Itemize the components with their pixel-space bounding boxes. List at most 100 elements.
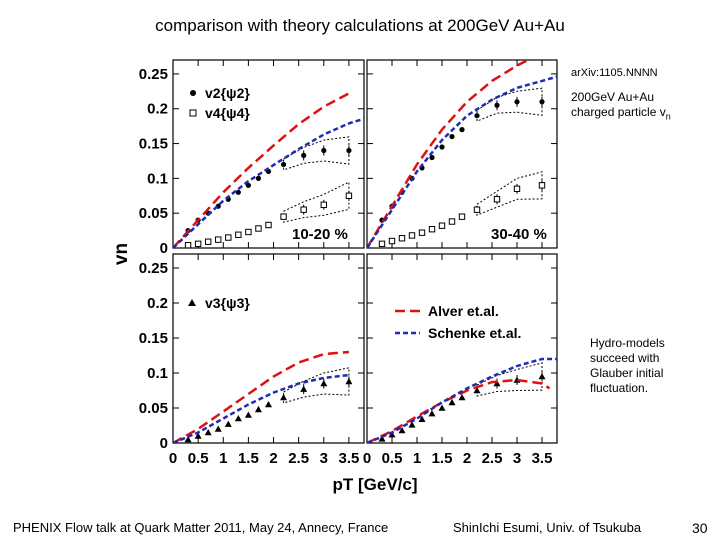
y-tick-label: 0.2	[147, 101, 168, 118]
slide-title: comparison with theory calculations at 2…	[155, 16, 565, 35]
legend-v4-marker	[189, 109, 197, 117]
data-point-v4	[225, 234, 232, 241]
x-tick-label: 3.5	[338, 450, 359, 467]
hydro-note: Hydro-models succeed with Glauber initia…	[590, 336, 665, 396]
data-point-v3	[438, 404, 446, 411]
x-tick-label: 0	[363, 450, 371, 467]
data-point-v2	[514, 99, 520, 105]
data-point-v4	[265, 221, 272, 229]
x-tick-label: 1	[413, 450, 421, 467]
legend-v2-marker	[190, 90, 196, 96]
legend-v2-v4: v2{ψ2} v4{ψ4}	[189, 85, 250, 121]
data-point-v2	[474, 113, 480, 119]
data-point-v2	[280, 161, 287, 168]
data-point-v3	[493, 380, 501, 387]
particle-label-text: charged particle v	[571, 105, 666, 119]
data-point-v4	[255, 225, 262, 232]
data-point-v4	[418, 229, 426, 236]
x-tick-label: 2.5	[482, 450, 503, 467]
data-point-v4	[473, 206, 481, 213]
y-tick-label: 0.2	[147, 295, 168, 312]
data-point-v2	[245, 182, 251, 188]
data-point-v3	[408, 421, 416, 428]
data-point-v3	[473, 387, 481, 394]
x-tick-label: 3.5	[532, 450, 553, 467]
data-point-v3	[345, 377, 353, 385]
data-point-v4	[300, 206, 307, 213]
arxiv-reference: arXiv:1105.NNNN	[571, 67, 658, 79]
data-point-v3	[280, 394, 288, 401]
y-axis-title: vn	[111, 243, 132, 265]
data-point-v3	[448, 398, 456, 406]
data-point-v2	[346, 147, 352, 154]
x-tick-label: 1	[219, 450, 227, 467]
panel-v2_v4_30_40	[366, 59, 558, 249]
y-tick-label: 0.25	[139, 66, 168, 83]
data-point-v4	[320, 201, 327, 209]
data-point-v4	[345, 192, 353, 199]
systematic-band	[476, 87, 543, 122]
data-point-v4	[408, 232, 416, 239]
data-point-v3	[398, 426, 406, 434]
data-point-v3	[234, 415, 242, 422]
legend-alver-label: Alver et.al.	[428, 303, 499, 319]
hydro-note-line: fluctuation.	[590, 381, 649, 395]
data-point-v4	[438, 222, 446, 229]
data-point-v4	[388, 237, 396, 245]
model-curve-schenke	[173, 117, 364, 248]
data-point-v4	[513, 185, 521, 193]
x-tick-label: 3	[513, 450, 521, 467]
y-tick-label: 0.25	[139, 260, 168, 277]
legend-v3: v3{ψ3}	[188, 295, 250, 311]
legend-v3-marker	[188, 299, 196, 306]
panel-content	[367, 60, 557, 248]
y-tick-label: 0	[160, 435, 168, 452]
systematic-band	[476, 171, 543, 216]
legend-v2-label: v2{ψ2}	[205, 85, 250, 101]
data-point-v4	[398, 235, 406, 242]
y-tick-label: 0	[160, 240, 168, 257]
panel-frame	[366, 253, 558, 444]
x-tick-label: 0.5	[188, 450, 209, 467]
legend-v4-label: v4{ψ4}	[205, 105, 250, 121]
footer-center: ShinIchi Esumi, Univ. of Tsukuba	[453, 520, 642, 535]
data-point-v3	[378, 435, 386, 442]
data-point-v2	[494, 102, 500, 108]
data-point-v2	[255, 175, 262, 181]
data-point-v3	[244, 411, 252, 418]
model-curve-schenke	[367, 75, 557, 248]
x-tick-label: 0.5	[382, 450, 403, 467]
data-point-v3	[194, 432, 202, 439]
data-point-v3	[538, 373, 546, 380]
page-number: 30	[692, 520, 708, 536]
x-tick-label: 2	[463, 450, 471, 467]
model-curve-schenke	[173, 373, 350, 443]
systematic-band	[283, 367, 350, 404]
data-point-v3	[224, 420, 232, 427]
panel-content	[173, 92, 364, 248]
x-tick-label: 3	[320, 450, 328, 467]
y-tick-label: 0.05	[139, 205, 168, 222]
centrality-label-10-20: 10-20 %	[292, 226, 348, 243]
data-point-v2	[235, 189, 241, 195]
footer-left: PHENIX Flow talk at Quark Matter 2011, M…	[13, 520, 389, 535]
panel-v3_10_20	[172, 253, 365, 444]
data-point-v4	[458, 213, 466, 220]
energy-label: 200GeV Au+Au	[571, 90, 655, 104]
data-point-v3	[184, 436, 192, 443]
data-point-v4	[184, 242, 192, 248]
y-tick-label: 0.1	[147, 170, 168, 187]
particle-label: charged particle vn	[571, 105, 671, 124]
data-point-v4	[538, 182, 546, 189]
data-point-v4	[280, 213, 287, 220]
data-point-v2	[439, 144, 445, 150]
data-point-v2	[539, 99, 545, 105]
model-curve-alver	[367, 60, 531, 248]
data-point-v4	[235, 231, 242, 238]
data-point-v3	[388, 431, 396, 438]
panel-frame	[172, 253, 365, 444]
data-point-v2	[459, 127, 465, 133]
y-tick-label: 0.15	[139, 330, 168, 347]
